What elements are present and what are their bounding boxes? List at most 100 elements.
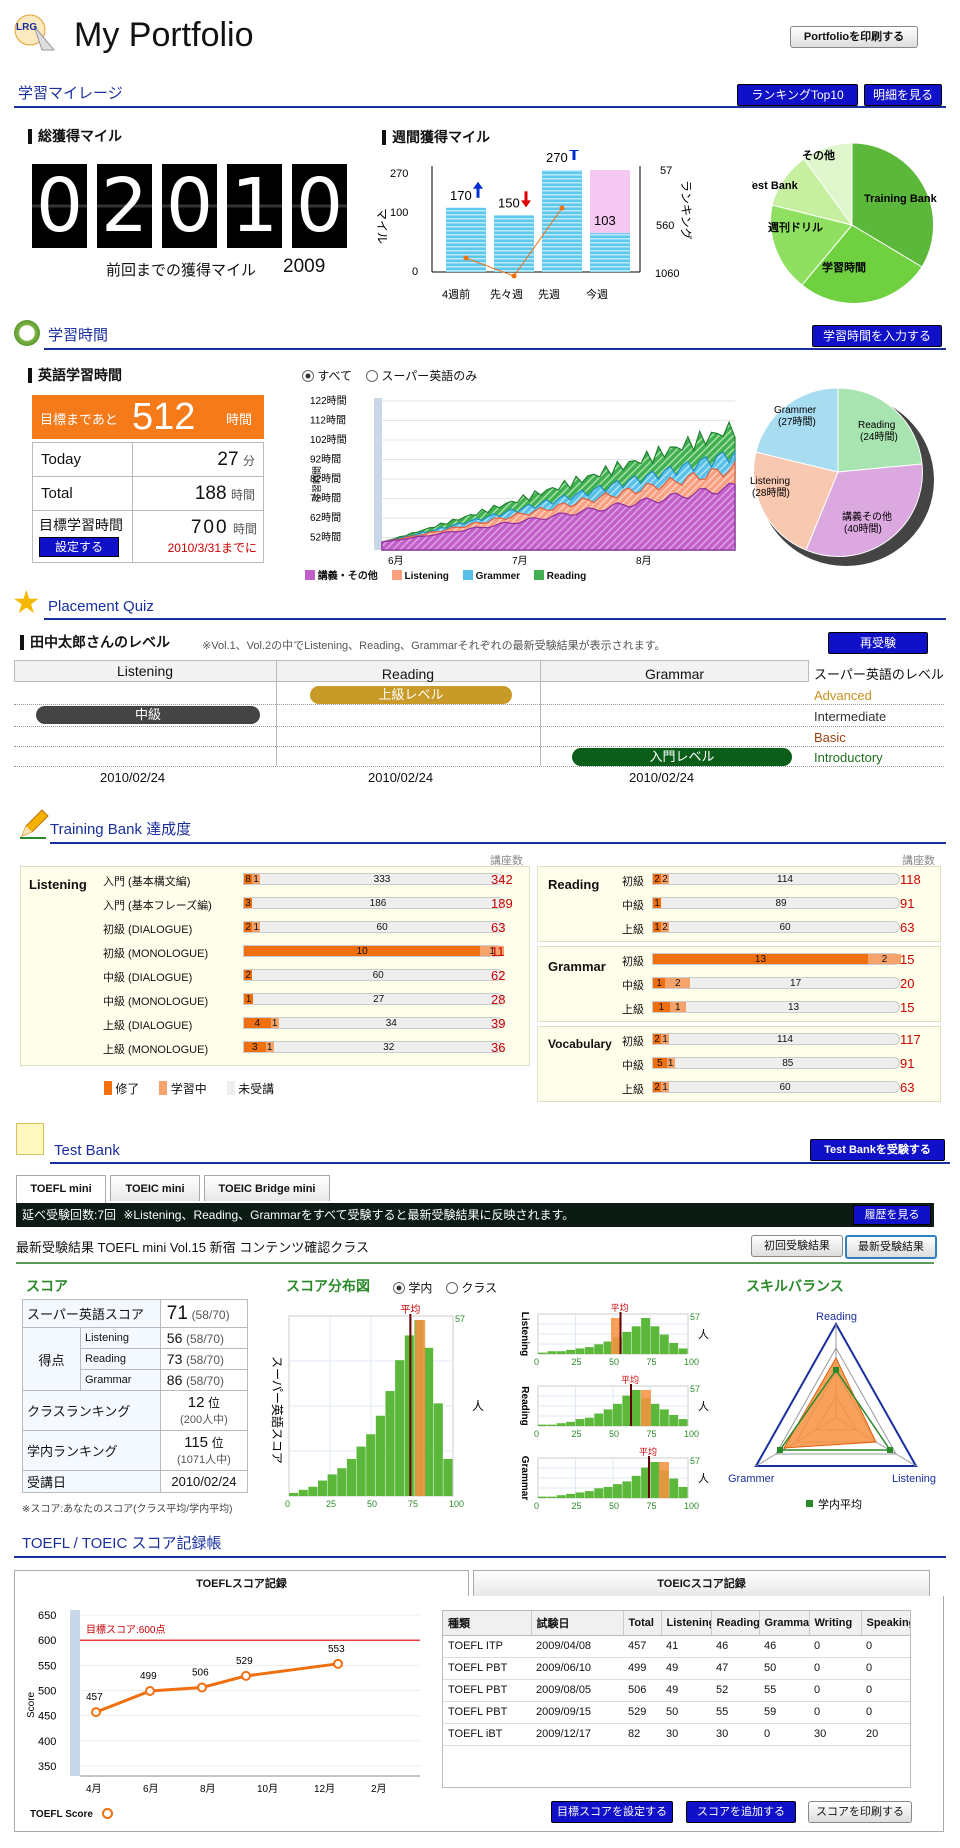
hist-unit: 人 xyxy=(698,1472,709,1485)
hist-unit: 人 xyxy=(698,1328,709,1341)
remaining-segment: 34 xyxy=(385,1018,397,1028)
first-result-button[interactable]: 初回受験結果 xyxy=(751,1235,843,1257)
histogram-bar xyxy=(603,1341,613,1354)
column-header: Speaking xyxy=(861,1611,910,1636)
input-study-time-button[interactable]: 学習時間を入力する xyxy=(812,325,942,347)
radio-super-only[interactable]: スーパー英語のみ xyxy=(366,367,477,384)
history-button[interactable]: 履歴を見る xyxy=(853,1205,931,1225)
radio-school[interactable]: 学内 xyxy=(393,1279,432,1296)
digit: 0 xyxy=(292,164,347,248)
print-portfolio-button[interactable]: Portfolioを印刷する xyxy=(790,26,918,48)
remaining-segment: 85 xyxy=(782,1058,794,1068)
weekly-category: 4週前 xyxy=(442,287,470,300)
done-segment: 1 xyxy=(244,994,254,1004)
take-test-bank-button[interactable]: Test Bankを受験する xyxy=(810,1139,945,1161)
in-progress-segment: 1 xyxy=(666,1058,675,1068)
target-value: 700 xyxy=(190,517,229,538)
digit: 0 xyxy=(162,164,217,248)
score-footnote: ※スコア:あなたのスコア(クラス平均/学内平均) xyxy=(22,1504,233,1515)
retake-button[interactable]: 再受験 xyxy=(828,632,928,654)
progress-bar: 5 1 85 xyxy=(652,1057,900,1069)
histogram-bar xyxy=(443,1458,453,1496)
y-tick: 62時間 xyxy=(310,512,341,524)
target-deadline: 2010/3/31までに xyxy=(167,541,257,555)
set-target-button[interactable]: 設定する xyxy=(39,537,119,557)
table-cell: 0 xyxy=(861,1679,910,1702)
tab-toefl-record[interactable]: TOEFLスコア記録 xyxy=(14,1570,469,1596)
y-tick: 550 xyxy=(38,1660,56,1672)
histogram-bar xyxy=(337,1468,347,1496)
count-header: 講座数 xyxy=(902,855,935,867)
in-progress-segment: 1 xyxy=(661,1082,669,1092)
course-total: 20 xyxy=(900,976,915,991)
course-total: 91 xyxy=(900,1056,915,1071)
course-total: 15 xyxy=(900,1000,915,1015)
remaining-segment: 114 xyxy=(777,1034,793,1044)
panel-label: Reading xyxy=(548,877,600,892)
dist-title: スコア分布図 xyxy=(286,1278,370,1294)
radio-all[interactable]: すべて xyxy=(302,367,352,384)
study-time-area-chart: 学習時間 122時間 112時間 102時間 92時間 82時間 72時間 62時間 52時間… xyxy=(310,395,736,567)
result-date: 2010/02/24 xyxy=(629,770,695,785)
histogram-bar xyxy=(613,1403,622,1426)
score-label: 457 xyxy=(86,1692,103,1703)
weekly-y2label: ランキング xyxy=(679,180,693,240)
course-name: 初級 (DIALOGUE) xyxy=(103,924,193,936)
course-name: 上級 (MONOLOGUE) xyxy=(103,1044,209,1056)
table-cell: 46 xyxy=(759,1635,809,1658)
page-title: My Portfolio xyxy=(74,16,254,54)
done-segment: 1 xyxy=(653,922,661,932)
histogram-bar xyxy=(566,1421,575,1426)
score-point xyxy=(241,1670,251,1681)
ranking-top10-button[interactable]: ランキングTop10 xyxy=(737,84,858,106)
table-cell: 30 xyxy=(661,1723,711,1746)
in-progress-segment: 2 xyxy=(867,954,901,964)
panel-label: Listening xyxy=(29,877,87,892)
score-label: 553 xyxy=(328,1644,345,1655)
column-header: Total xyxy=(623,1611,662,1636)
table-cell: 52 xyxy=(711,1679,759,1702)
x-tick: 25 xyxy=(326,1499,336,1509)
set-target-score-button[interactable]: 目標スコアを設定する xyxy=(551,1801,673,1823)
points-label: 得点 xyxy=(22,1327,81,1391)
course-name: 入門 (基本構文編) xyxy=(103,876,191,888)
hist-skill-label: Grammar xyxy=(519,1456,530,1501)
histogram-bar xyxy=(317,1480,328,1496)
print-score-button[interactable]: スコアを印刷する xyxy=(808,1801,912,1823)
histogram-bar xyxy=(659,1409,669,1426)
logo: LRG xyxy=(12,12,56,52)
placement-section-title: Placement Quiz xyxy=(44,596,946,620)
histogram-bar xyxy=(356,1446,366,1496)
study-time-section-title: 学習時間 xyxy=(44,326,946,350)
table-cell: 49 xyxy=(661,1679,711,1702)
skill-balance-title: スキルバランス xyxy=(746,1278,844,1294)
hours-unit: 時間 xyxy=(230,487,255,502)
detail-button[interactable]: 明細を見る xyxy=(864,84,942,106)
remaining-segment: 89 xyxy=(775,898,787,908)
x-tick: 4月 xyxy=(86,1783,102,1795)
logo-text: LRG xyxy=(16,22,38,33)
weekly-value: 150 xyxy=(498,195,520,210)
add-score-button[interactable]: スコアを追加する xyxy=(686,1801,796,1823)
histogram-bar xyxy=(594,1344,604,1354)
test-count: 延べ受験回数:7回 xyxy=(22,1208,117,1222)
radio-class[interactable]: クラス xyxy=(446,1279,497,1296)
pie-label: 学習時間 xyxy=(822,260,866,274)
tab-toeic-record[interactable]: TOEICスコア記録 xyxy=(473,1570,930,1596)
class-rank: 12 xyxy=(187,1394,205,1411)
tab-toeic-bridge-mini[interactable]: TOEIC Bridge mini xyxy=(204,1175,330,1201)
course-total: 117 xyxy=(900,1032,921,1047)
in-progress-segment: 1 xyxy=(270,1018,279,1028)
course-total: 63 xyxy=(900,1080,915,1095)
column-header: Writing xyxy=(809,1611,862,1636)
tab-toeic-mini[interactable]: TOEIC mini xyxy=(110,1175,200,1201)
latest-result-button[interactable]: 最新受験結果 xyxy=(845,1235,937,1259)
table-cell: 0 xyxy=(861,1657,910,1680)
tab-toefl-mini[interactable]: TOEFL mini xyxy=(16,1175,106,1203)
done-segment: 1 xyxy=(653,1002,670,1012)
table-cell: TOEFL PBT xyxy=(443,1679,531,1702)
histogram-bar xyxy=(566,1493,575,1498)
rank-unit: 位 xyxy=(208,1396,221,1410)
histogram-bar xyxy=(298,1489,308,1496)
goal-remaining-label: 目標まであと xyxy=(40,412,118,427)
